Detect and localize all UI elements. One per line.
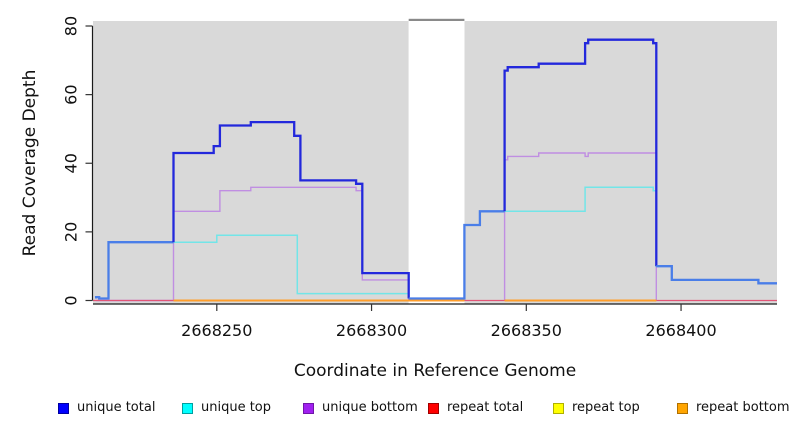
x-axis-tick-label: 2668400 (645, 321, 716, 340)
panel-left-alignment-block (93, 21, 409, 304)
x-axis-tick-label: 2668350 (491, 321, 562, 340)
panel-right-alignment-block (464, 21, 777, 304)
series-line-unique-total (172, 120, 410, 299)
x-axis-title: Coordinate in Reference Genome (293, 361, 577, 381)
y-axis-tick-label: 60 (62, 84, 81, 104)
coverage-gap-region (408, 18, 465, 304)
y-axis-tick-label: 20 (62, 222, 81, 242)
gap-top-border (408, 18, 465, 21)
y-axis-title: Read Coverage Depth (20, 69, 40, 257)
x-axis-tick-label: 2668250 (181, 321, 252, 340)
series-line-unique-total (656, 265, 777, 285)
gap-rect (408, 21, 465, 304)
y-axis-tick-label: 40 (62, 153, 81, 173)
series-lines (93, 38, 777, 302)
y-axis-tick-label: 80 (62, 16, 81, 36)
y-axis-tick-label: 0 (62, 295, 81, 305)
axes: 0 20 40 60 80 2668250 2668300 2668350 2668400 (62, 16, 777, 340)
x-axis-tick-label: 2668300 (336, 321, 407, 340)
series-line-unique-total (408, 210, 505, 300)
series-line-unique-bottom (503, 152, 657, 301)
series-line-unique-total (94, 241, 174, 300)
series-line-unique-total (503, 38, 658, 267)
